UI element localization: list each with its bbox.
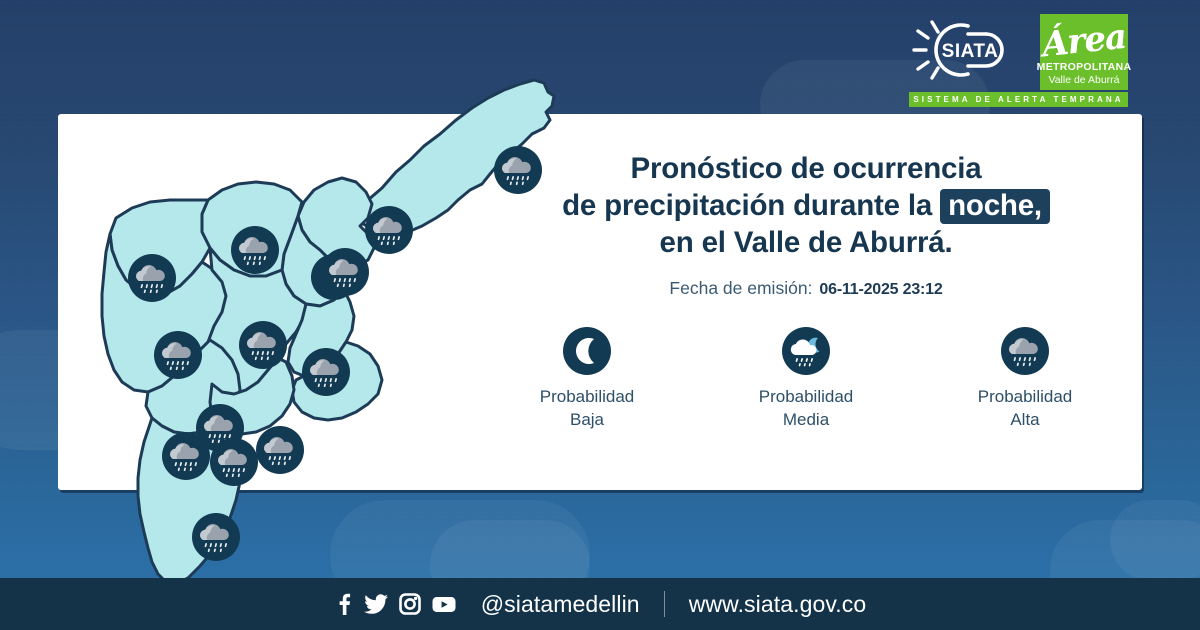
station-icon-la-estrella (162, 432, 210, 480)
moon-icon (563, 326, 611, 375)
website-url[interactable]: www.siata.gov.co (688, 590, 867, 617)
siata-logo: SIATA (908, 14, 1030, 86)
station-icon-san-jeronimo (128, 254, 176, 302)
twitter-icon[interactable] (363, 592, 389, 616)
siata-tagline-bar: SISTEMA DE ALERTA TEMPRANA (909, 92, 1128, 107)
station-icon-medellin-norte (239, 321, 287, 369)
footer-bar: @siatamedellin www.siata.gov.co (0, 578, 1200, 630)
legend-media-line1: Probabilidad (758, 386, 854, 406)
station-icon-envigado (256, 426, 304, 474)
station-icon-copacabana (321, 248, 369, 296)
station-icon-medellin-centro (302, 348, 350, 396)
siata-tagline-text: SISTEMA DE ALERTA TEMPRANA (913, 95, 1124, 104)
title-line-2: de precipitación durante la noche, (470, 187, 1142, 225)
cloud-moon-rain-icon (782, 326, 830, 375)
station-icon-girardota (365, 206, 413, 254)
station-icon-sabaneta (210, 438, 258, 486)
title-line-3: en el Valle de Aburrá. (659, 226, 953, 260)
social-handle[interactable]: @siatamedellin (480, 590, 640, 617)
legend-item-media: Probabilidad Media (736, 326, 876, 432)
title-highlight-noche: noche, (940, 189, 1050, 225)
legend-media-line2: Media (782, 409, 830, 429)
background-cloud-6 (1110, 500, 1200, 580)
legend-baja-line1: Probabilidad (539, 386, 635, 406)
station-icon-bello-norte (231, 226, 279, 274)
probability-legend: Probabilidad Baja (470, 326, 1142, 432)
emission-date: Fecha de emisión: 06-11-2025 23:12 (470, 278, 1142, 299)
forecast-content: Pronóstico de ocurrencia de precipitació… (470, 150, 1142, 431)
page-title: Pronóstico de ocurrencia de precipitació… (470, 150, 1142, 262)
social-icon-group (334, 592, 457, 616)
emission-date-label: Fecha de emisión: (669, 277, 813, 298)
area-metropolitana-logo: Área METROPOLITANA Valle de Aburrá (1037, 14, 1131, 90)
legend-item-baja: Probabilidad Baja (517, 326, 657, 432)
legend-baja-line2: Baja (569, 409, 605, 429)
legend-alta-line1: Probabilidad (977, 386, 1073, 406)
footer-divider (663, 591, 665, 617)
logo-group: SIATA Área METROPOLITANA Valle de Aburrá (908, 14, 1131, 90)
station-icon-bello (154, 331, 202, 379)
facebook-icon[interactable] (334, 592, 354, 616)
title-line-2-text: de precipitación durante la (562, 189, 933, 223)
emission-date-value: 06-11-2025 23:12 (819, 280, 943, 298)
legend-item-alta: Probabilidad Alta (955, 326, 1095, 432)
valle-de-aburra-map: N (52, 50, 572, 610)
area-logo-script: Área (1040, 17, 1128, 66)
area-logo-line1: METROPOLITANA (1036, 61, 1132, 74)
siata-logo-text: SIATA (942, 41, 999, 62)
youtube-icon[interactable] (431, 592, 457, 616)
instagram-icon[interactable] (398, 592, 422, 616)
cloud-rain-icon (1001, 326, 1049, 375)
area-logo-line2: Valle de Aburrá (1048, 73, 1120, 86)
title-line-1: Pronóstico de ocurrencia (630, 152, 982, 185)
legend-alta-line2: Alta (1010, 409, 1040, 429)
station-icon-barbosa (494, 146, 542, 194)
station-icon-caldas (192, 513, 240, 561)
